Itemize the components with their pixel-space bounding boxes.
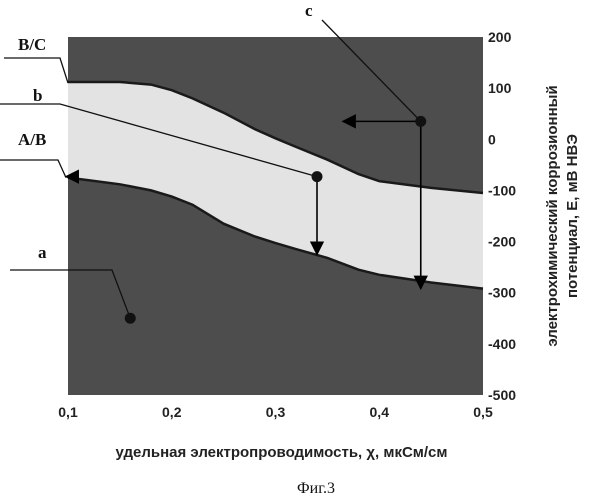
data-point bbox=[125, 313, 136, 324]
annotation-a: a bbox=[38, 243, 47, 262]
data-point bbox=[312, 171, 323, 182]
y-tick-label: -500 bbox=[488, 387, 516, 403]
x-axis-label: удельная электропроводимость, χ, мкСм/см bbox=[116, 444, 448, 461]
annotation-b: b bbox=[33, 86, 42, 105]
y-axis-label-line1: электрохимический коррозионный bbox=[544, 85, 561, 346]
x-tick-label: 0,4 bbox=[370, 404, 390, 420]
x-tick-label: 0,5 bbox=[473, 404, 493, 420]
x-tick-label: 0,1 bbox=[58, 404, 78, 420]
x-tick-label: 0,2 bbox=[162, 404, 182, 420]
y-tick-label: 0 bbox=[488, 131, 496, 147]
y-tick-label: -400 bbox=[488, 336, 516, 352]
data-point bbox=[415, 116, 426, 127]
x-tick-label: 0,3 bbox=[266, 404, 286, 420]
leader-b-c bbox=[4, 58, 68, 83]
y-tick-label: 100 bbox=[488, 80, 512, 96]
figure-caption: Фиг.3 bbox=[297, 480, 335, 497]
annotation-b-c: B/C bbox=[18, 35, 46, 54]
annotation-a-b: A/B bbox=[18, 130, 46, 149]
y-tick-label: -300 bbox=[488, 285, 516, 301]
y-axis-label: электрохимический коррозионный потенциал… bbox=[544, 85, 581, 346]
y-axis-ticks: 200 100 0 -100 -200 -300 -400 -500 bbox=[488, 29, 516, 403]
y-tick-label: 200 bbox=[488, 29, 512, 45]
x-axis-ticks: 0,1 0,2 0,3 0,4 0,5 bbox=[58, 404, 493, 420]
y-axis-label-line2: потенциал, Е, мВ НВЭ bbox=[564, 134, 581, 298]
y-tick-label: -200 bbox=[488, 234, 516, 250]
annotation-c: c bbox=[305, 1, 313, 20]
y-tick-label: -100 bbox=[488, 182, 516, 198]
leader-a-b bbox=[0, 160, 66, 178]
